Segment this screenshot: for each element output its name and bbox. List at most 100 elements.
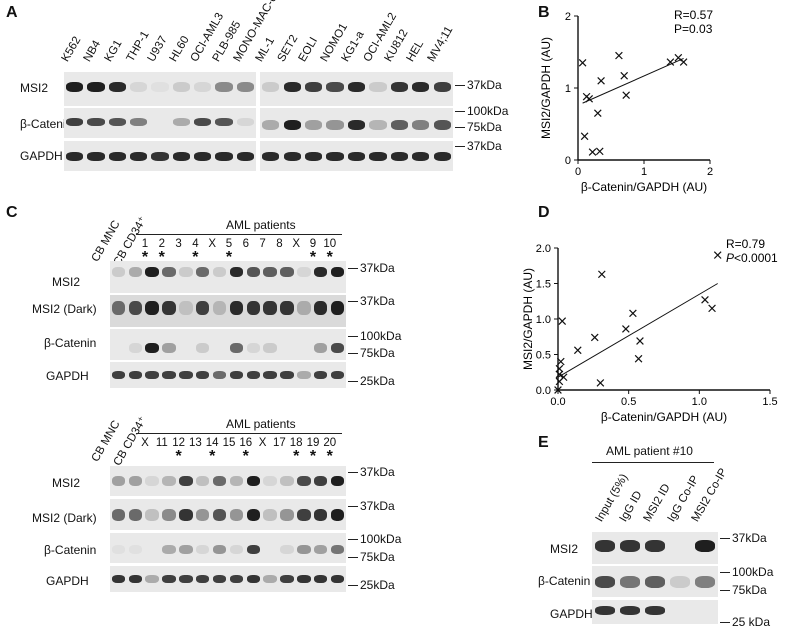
band: [297, 476, 311, 486]
lane-label-lanes_left-5: HL60: [167, 34, 192, 64]
y-axis-label: MSI2/GAPDH (AU): [540, 37, 553, 139]
y-tick-label: 0.5: [536, 350, 551, 362]
band: [619, 540, 640, 553]
c-top-row-bcatenin: β-Catenin: [44, 336, 97, 350]
c-bot-marker-75: 75kDa: [360, 550, 395, 564]
band: [326, 151, 344, 161]
band: [195, 342, 210, 353]
band: [330, 267, 345, 278]
data-point: [597, 76, 605, 85]
c-bot-lane-2: 12: [172, 437, 185, 449]
band: [433, 82, 451, 93]
y-tick-label: 1.5: [536, 279, 551, 291]
c-top-lane-2: 3: [175, 238, 182, 250]
c-bot-lane-1: 11: [155, 437, 168, 449]
blot-a-msi2-left: [64, 72, 256, 106]
c-bot-star-6: *: [242, 448, 249, 465]
blot-c-top-gapdh: [110, 362, 346, 388]
c-top-lane-0: 1: [141, 238, 149, 250]
band: [695, 540, 716, 553]
band: [128, 508, 143, 521]
e-row-bcatenin: β-Catenin: [538, 574, 591, 588]
y-tick-label: 0: [565, 155, 571, 167]
band: [390, 151, 408, 161]
x-tick-label: 1: [641, 166, 647, 178]
blot-e-msi2: [592, 532, 718, 564]
c-top-lane-3: 4: [192, 238, 199, 250]
band: [263, 342, 277, 353]
e-marker-100: 100kDa: [732, 565, 774, 579]
data-point: [666, 58, 675, 66]
band: [262, 119, 280, 130]
band: [128, 300, 143, 315]
e-lane-4: MSI2 Co-IP: [689, 466, 730, 524]
band: [229, 342, 244, 353]
data-point: [701, 296, 709, 304]
band: [594, 606, 615, 616]
data-point: [554, 386, 562, 394]
band: [162, 267, 176, 278]
band: [263, 371, 277, 379]
band: [215, 117, 233, 126]
band: [313, 371, 328, 379]
y-tick-label: 2: [565, 11, 571, 23]
band: [111, 508, 126, 521]
y-axis-label: MSI2/GAPDH (AU): [521, 268, 535, 370]
band: [594, 540, 615, 553]
y-tick-label: 2.0: [536, 243, 551, 255]
lane-label-lanes_right-1: SET2: [275, 33, 300, 64]
band: [297, 300, 311, 315]
band: [145, 508, 159, 521]
band: [262, 82, 280, 93]
data-point: [622, 325, 630, 333]
c-top-lane-8: 8: [276, 238, 283, 250]
band: [162, 508, 176, 521]
c-top-lane-6: 6: [242, 238, 249, 250]
c-bot-star-2: *: [175, 448, 182, 465]
data-point: [597, 270, 606, 279]
x-tick-label: 0.0: [550, 396, 565, 408]
band: [412, 119, 430, 130]
e-marker-25: 25 kDa: [732, 615, 771, 629]
panel-b-letter: B: [538, 4, 550, 21]
chart-d-scatter: 0.0 0.5 1.0 1.5 0.0 0.5 1.0 1.5 2.0 β-Catenin/GAP…: [521, 237, 778, 424]
band: [347, 119, 366, 130]
band: [280, 300, 294, 315]
band: [283, 119, 301, 130]
c-top-lane-10: 9: [309, 238, 317, 250]
blot-c-top-bcat: [110, 329, 346, 360]
panel-a-row-gapdh: GAPDH: [20, 149, 63, 163]
band: [194, 151, 212, 161]
band: [215, 151, 233, 161]
band: [330, 476, 345, 486]
data-point: [708, 304, 716, 313]
lane-label-lanes_left-1: NB4: [81, 38, 103, 64]
band: [194, 82, 212, 93]
y-tick-label: 1.0: [536, 314, 551, 326]
band: [172, 151, 190, 161]
c-bot-marker-37b: 37kDa: [360, 499, 395, 513]
c-bot-marker-37a: 37kDa: [360, 465, 395, 479]
band: [172, 117, 190, 126]
c-top-lane-11: 10: [323, 238, 337, 250]
band: [151, 82, 169, 93]
band: [246, 371, 261, 379]
data-point: [615, 51, 623, 60]
band: [262, 151, 280, 161]
x-tick-label: 0: [575, 166, 581, 178]
band: [145, 371, 159, 379]
band: [162, 342, 176, 353]
band: [412, 151, 430, 161]
band: [263, 300, 277, 315]
c-bot-star-4: *: [209, 448, 216, 465]
stat-label: P=0.03: [674, 22, 713, 36]
band: [179, 371, 193, 379]
band: [330, 300, 345, 315]
stat-label: R=0.79: [726, 237, 765, 251]
band: [297, 575, 311, 583]
band: [594, 575, 615, 588]
c-top-header: AML patients: [226, 218, 296, 232]
marker-a-100: 100kDa: [467, 104, 509, 118]
blot-c-bot-gapdh: [110, 566, 346, 592]
